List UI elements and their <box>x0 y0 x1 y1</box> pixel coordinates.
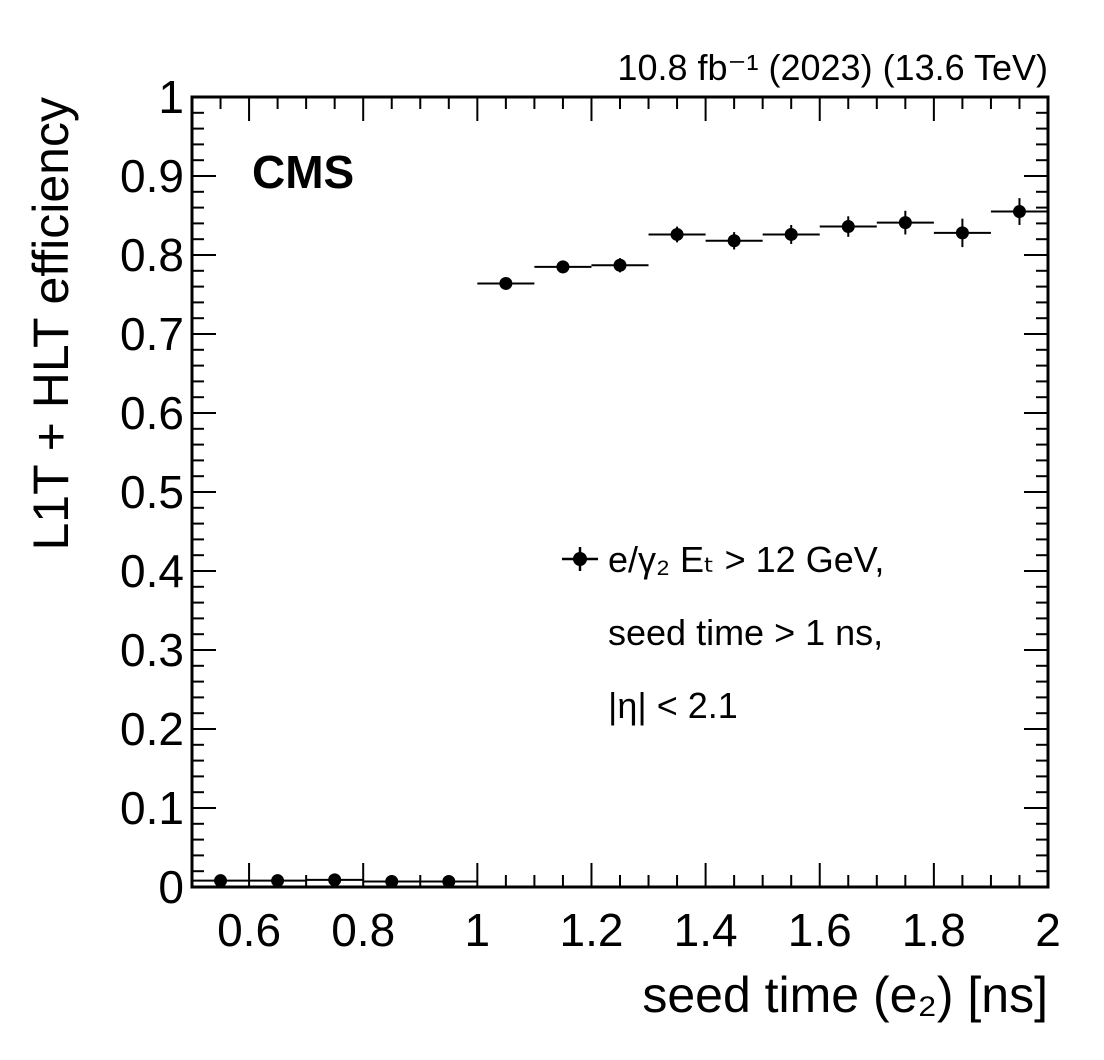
y-tick-label: 0.4 <box>120 545 184 597</box>
data-point <box>214 874 228 888</box>
data-point <box>898 216 912 230</box>
x-tick-label: 0.6 <box>217 904 281 956</box>
x-tick-label: 1.6 <box>788 904 852 956</box>
data-point <box>727 234 741 248</box>
cms-label: CMS <box>252 146 354 198</box>
y-tick-label: 0.7 <box>120 308 184 360</box>
y-tick-label: 0.3 <box>120 624 184 676</box>
data-point <box>613 258 627 272</box>
y-tick-label: 0.8 <box>120 229 184 281</box>
axis-ticks <box>191 96 1049 888</box>
x-tick-label: 1.4 <box>674 904 738 956</box>
data-point <box>556 260 570 274</box>
data-point <box>955 226 969 240</box>
x-axis-title: seed time (e₂) [ns] <box>642 967 1048 1023</box>
x-tick-label: 0.8 <box>331 904 395 956</box>
data-point <box>271 874 285 888</box>
luminosity-header: 10.8 fb⁻¹ (2023) (13.6 TeV) <box>617 47 1048 88</box>
data-point <box>841 220 855 234</box>
y-axis-title: L1T + HLT efficiency <box>23 97 79 551</box>
legend: e/γ₂ Eₜ > 12 GeV, seed time > 1 ns, |η| … <box>562 539 884 726</box>
data-point <box>784 227 798 241</box>
y-tick-label: 0.1 <box>120 782 184 834</box>
plot-frame <box>190 95 1050 889</box>
y-tick-label: 1 <box>158 71 184 123</box>
data-point <box>1012 205 1026 219</box>
data-points <box>192 198 1048 888</box>
data-point <box>499 276 513 290</box>
y-tick-label: 0 <box>158 861 184 913</box>
legend-marker <box>573 552 587 566</box>
data-point <box>670 227 684 241</box>
x-tick-label: 1 <box>465 904 491 956</box>
x-tick-label: 1.2 <box>559 904 623 956</box>
x-tick-label: 1.8 <box>902 904 966 956</box>
tick-labels: 0.6 0.8 1 1.2 1.4 1.6 1.8 2 0 0.1 0.2 0.3 0.4 0.5 0.6 0… <box>120 71 1061 956</box>
data-point <box>442 874 456 888</box>
legend-line-2: seed time > 1 ns, <box>608 612 883 653</box>
y-tick-label: 0.5 <box>120 466 184 518</box>
y-tick-label: 0.9 <box>120 150 184 202</box>
legend-line-1: e/γ₂ Eₜ > 12 GeV, <box>608 539 884 580</box>
legend-line-3: |η| < 2.1 <box>608 685 738 726</box>
data-point <box>385 874 399 888</box>
x-tick-label: 2 <box>1035 904 1061 956</box>
y-tick-label: 0.6 <box>120 387 184 439</box>
data-point <box>328 873 342 887</box>
y-tick-label: 0.2 <box>120 703 184 755</box>
